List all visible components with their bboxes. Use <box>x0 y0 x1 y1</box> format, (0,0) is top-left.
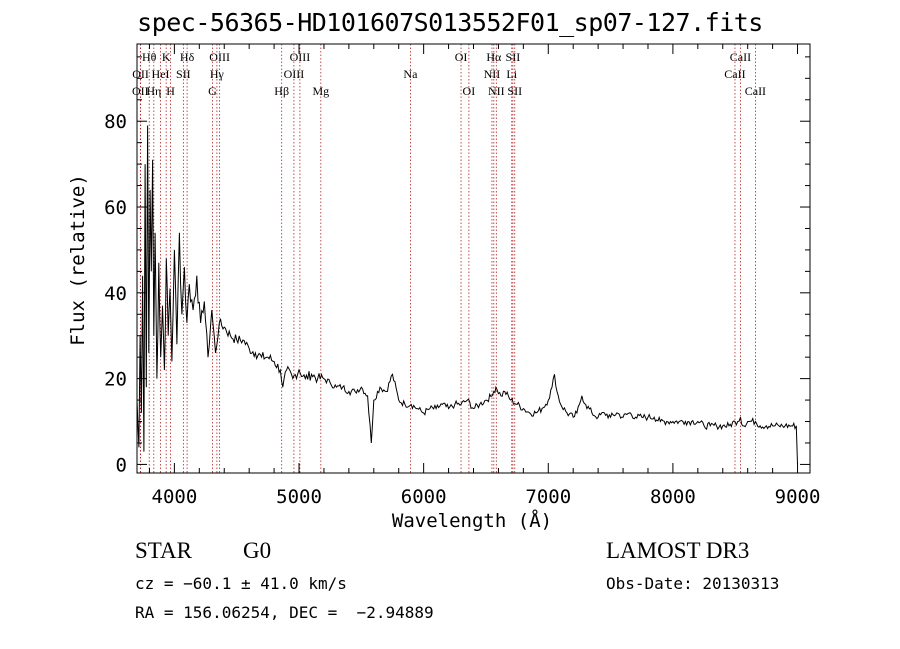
line-markers <box>139 44 756 473</box>
marker-label-k: K <box>162 50 171 64</box>
x-axis-label: Wavelength (Å) <box>391 510 553 532</box>
marker-label-sii: SII <box>506 50 521 64</box>
marker-label-nii: NII <box>488 84 505 98</box>
x-axis: 4000 5000 6000 7000 8000 9000 <box>148 44 821 508</box>
marker-label-hθ: Hθ <box>142 50 157 64</box>
coordinates: RA = 156.06254, DEC = −2.94889 <box>135 603 434 622</box>
x-tick-label: 8000 <box>650 486 696 508</box>
y-tick-label: 80 <box>104 111 127 133</box>
x-tick-label: 7000 <box>525 486 571 508</box>
survey-name: LAMOST DR3 <box>606 538 750 563</box>
marker-label-caii: CaII <box>724 67 745 81</box>
chart-title: spec-56365-HD101607S013552F01_sp07-127.f… <box>137 8 763 37</box>
object-class: STAR <box>135 538 192 563</box>
marker-label-nii: NII <box>484 67 501 81</box>
marker-label-g: G <box>208 84 217 98</box>
observation-date: Obs-Date: 20130313 <box>606 574 780 593</box>
spectrum-line <box>136 125 798 465</box>
object-subclass: G0 <box>243 538 272 563</box>
marker-label-oiii: OIII <box>284 67 305 81</box>
marker-label-oii: OII <box>132 67 149 81</box>
x-tick-label: 6000 <box>401 486 447 508</box>
marker-label-oi: OI <box>463 84 476 98</box>
marker-label-oi: OI <box>455 50 468 64</box>
redshift-cz: cz = −60.1 ± 41.0 km/s <box>135 574 347 593</box>
y-axis-label: Flux (relative) <box>67 174 89 346</box>
marker-label-hδ: Hδ <box>180 50 195 64</box>
y-axis: 0 20 40 60 80 <box>104 56 810 476</box>
marker-label-hβ: Hβ <box>274 84 289 98</box>
marker-label-oii: OII <box>132 84 149 98</box>
y-tick-label: 40 <box>104 283 127 305</box>
marker-label-na: Na <box>403 67 418 81</box>
marker-label-hα: Hα <box>486 50 502 64</box>
marker-label-hei: HeI <box>152 67 170 81</box>
x-tick-label: 5000 <box>276 486 322 508</box>
marker-label-mg: Mg <box>312 84 329 98</box>
marker-label-oiii: OIII <box>209 50 230 64</box>
x-tick-label: 9000 <box>775 486 821 508</box>
marker-label-sii: SII <box>507 84 522 98</box>
marker-label-caii: CaII <box>730 50 751 64</box>
marker-label-oiii: OIII <box>290 50 311 64</box>
marker-label-hη: Hη <box>146 84 161 98</box>
y-tick-label: 20 <box>104 369 127 391</box>
marker-label-sii: SII <box>176 67 191 81</box>
y-tick-label: 0 <box>116 454 127 476</box>
marker-label-li: Li <box>506 67 517 81</box>
marker-labels: OIIHθOIIHηHeIKHSIIHδGHγOIIIHβOIIIOIIIMgN… <box>132 50 766 98</box>
marker-label-caii: CaII <box>745 84 766 98</box>
y-tick-label: 60 <box>104 197 127 219</box>
marker-label-h: H <box>166 84 175 98</box>
marker-label-hγ: Hγ <box>210 67 225 81</box>
x-tick-label: 4000 <box>152 486 198 508</box>
